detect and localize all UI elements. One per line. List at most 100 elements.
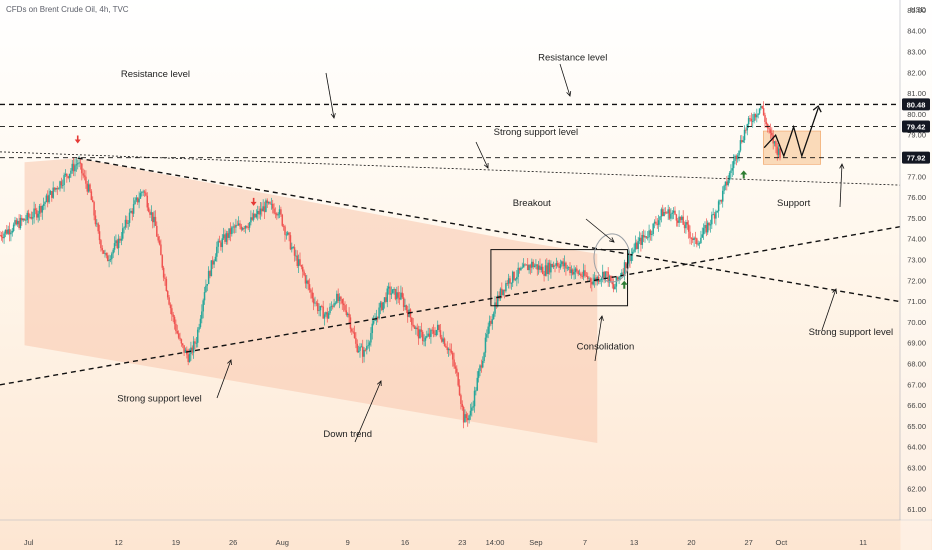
y-tick-label: 68.00 <box>907 360 926 369</box>
candle-body <box>547 262 549 275</box>
projection-path <box>763 107 819 159</box>
candle-body <box>566 267 569 269</box>
candle-body <box>496 295 499 307</box>
candle-body <box>441 337 443 342</box>
candle-body <box>26 212 29 220</box>
candle-body <box>663 211 665 217</box>
candle-body <box>505 283 507 292</box>
candle-body <box>525 264 528 266</box>
candle-body <box>413 326 416 329</box>
candle-body <box>266 200 269 204</box>
candle-body <box>271 203 274 209</box>
candle-body <box>625 262 627 269</box>
candle-body <box>381 302 383 310</box>
candle-body <box>66 173 68 177</box>
candle-body <box>693 237 695 240</box>
candle-body <box>109 259 112 261</box>
candle-body <box>304 275 307 284</box>
candle-body <box>476 377 479 391</box>
candle-body <box>488 320 491 327</box>
pointer-support-left-head <box>227 359 232 366</box>
candle-body <box>537 265 540 270</box>
candle-body <box>378 307 380 319</box>
candle-body <box>259 208 262 215</box>
buy-arrow-icon <box>620 280 628 289</box>
candle-body <box>374 320 376 322</box>
candle-body <box>258 210 260 215</box>
y-tick-label: 82.00 <box>907 68 926 77</box>
candle-body <box>121 228 124 239</box>
candle-body <box>106 255 109 262</box>
candle-body <box>286 232 289 235</box>
candle-body <box>143 191 146 193</box>
candle-body <box>655 221 657 224</box>
candle-body <box>364 349 367 351</box>
candle-body <box>127 222 129 224</box>
y-tick-label: 62.00 <box>907 484 926 493</box>
candle-body <box>732 161 735 169</box>
candle-body <box>480 365 483 368</box>
candle-body <box>303 271 305 276</box>
candle-body <box>292 247 294 249</box>
candle-body <box>180 339 183 344</box>
candle-body <box>36 210 38 218</box>
candle-body <box>301 266 304 272</box>
x-tick-label: 14:00 <box>486 538 505 547</box>
candle-body <box>300 264 303 267</box>
candle-body <box>72 163 75 172</box>
y-tick-label: 65.00 <box>907 422 926 431</box>
y-tick-label: 79.00 <box>907 131 926 140</box>
candle-body <box>337 293 339 301</box>
candle-body <box>134 200 136 205</box>
candle-body <box>757 113 759 115</box>
candle-body <box>397 292 399 298</box>
candle-body <box>507 278 510 284</box>
candle-body <box>773 141 776 144</box>
candle-body <box>173 316 176 324</box>
candle-body <box>390 293 393 295</box>
candle-body <box>370 333 372 343</box>
candle-body <box>276 213 278 216</box>
candle-body <box>379 302 382 308</box>
candle-body <box>161 255 164 268</box>
candle-body <box>556 263 559 266</box>
candle-body <box>256 210 259 215</box>
candle-body <box>636 242 638 249</box>
candle-body <box>97 223 99 232</box>
candle-body <box>603 271 605 279</box>
y-tick-label: 73.00 <box>907 256 926 265</box>
candle-body <box>706 222 709 233</box>
candle-body <box>34 208 37 211</box>
candle-body <box>254 213 256 218</box>
candle-body <box>494 302 496 314</box>
candle-body <box>130 210 132 213</box>
candle-body <box>119 238 121 241</box>
candle-body <box>487 326 489 335</box>
candle-body <box>502 289 504 295</box>
candle-body <box>675 214 678 221</box>
candle-body <box>239 223 241 227</box>
candle-body <box>87 184 90 192</box>
candle-body <box>451 352 454 360</box>
candle-body <box>61 185 64 186</box>
candle-body <box>417 329 420 339</box>
candle-body <box>457 372 459 386</box>
candle-body <box>645 236 648 238</box>
candle-body <box>218 240 221 243</box>
candle-body <box>168 297 170 305</box>
candle-body <box>405 305 408 311</box>
candle-body <box>220 242 222 248</box>
candle-body <box>580 273 582 276</box>
candle-body <box>307 280 309 285</box>
candle-body <box>691 238 694 240</box>
candle-body <box>267 202 270 204</box>
candle-body <box>45 195 48 203</box>
candle-body <box>136 197 139 203</box>
candle-body <box>522 264 525 268</box>
candle-body <box>211 260 214 265</box>
y-tick-label: 81.00 <box>907 89 926 98</box>
x-tick-label: 12 <box>114 538 122 547</box>
candle-body <box>326 312 329 319</box>
candle-body <box>105 253 108 256</box>
candle-body <box>503 289 506 292</box>
